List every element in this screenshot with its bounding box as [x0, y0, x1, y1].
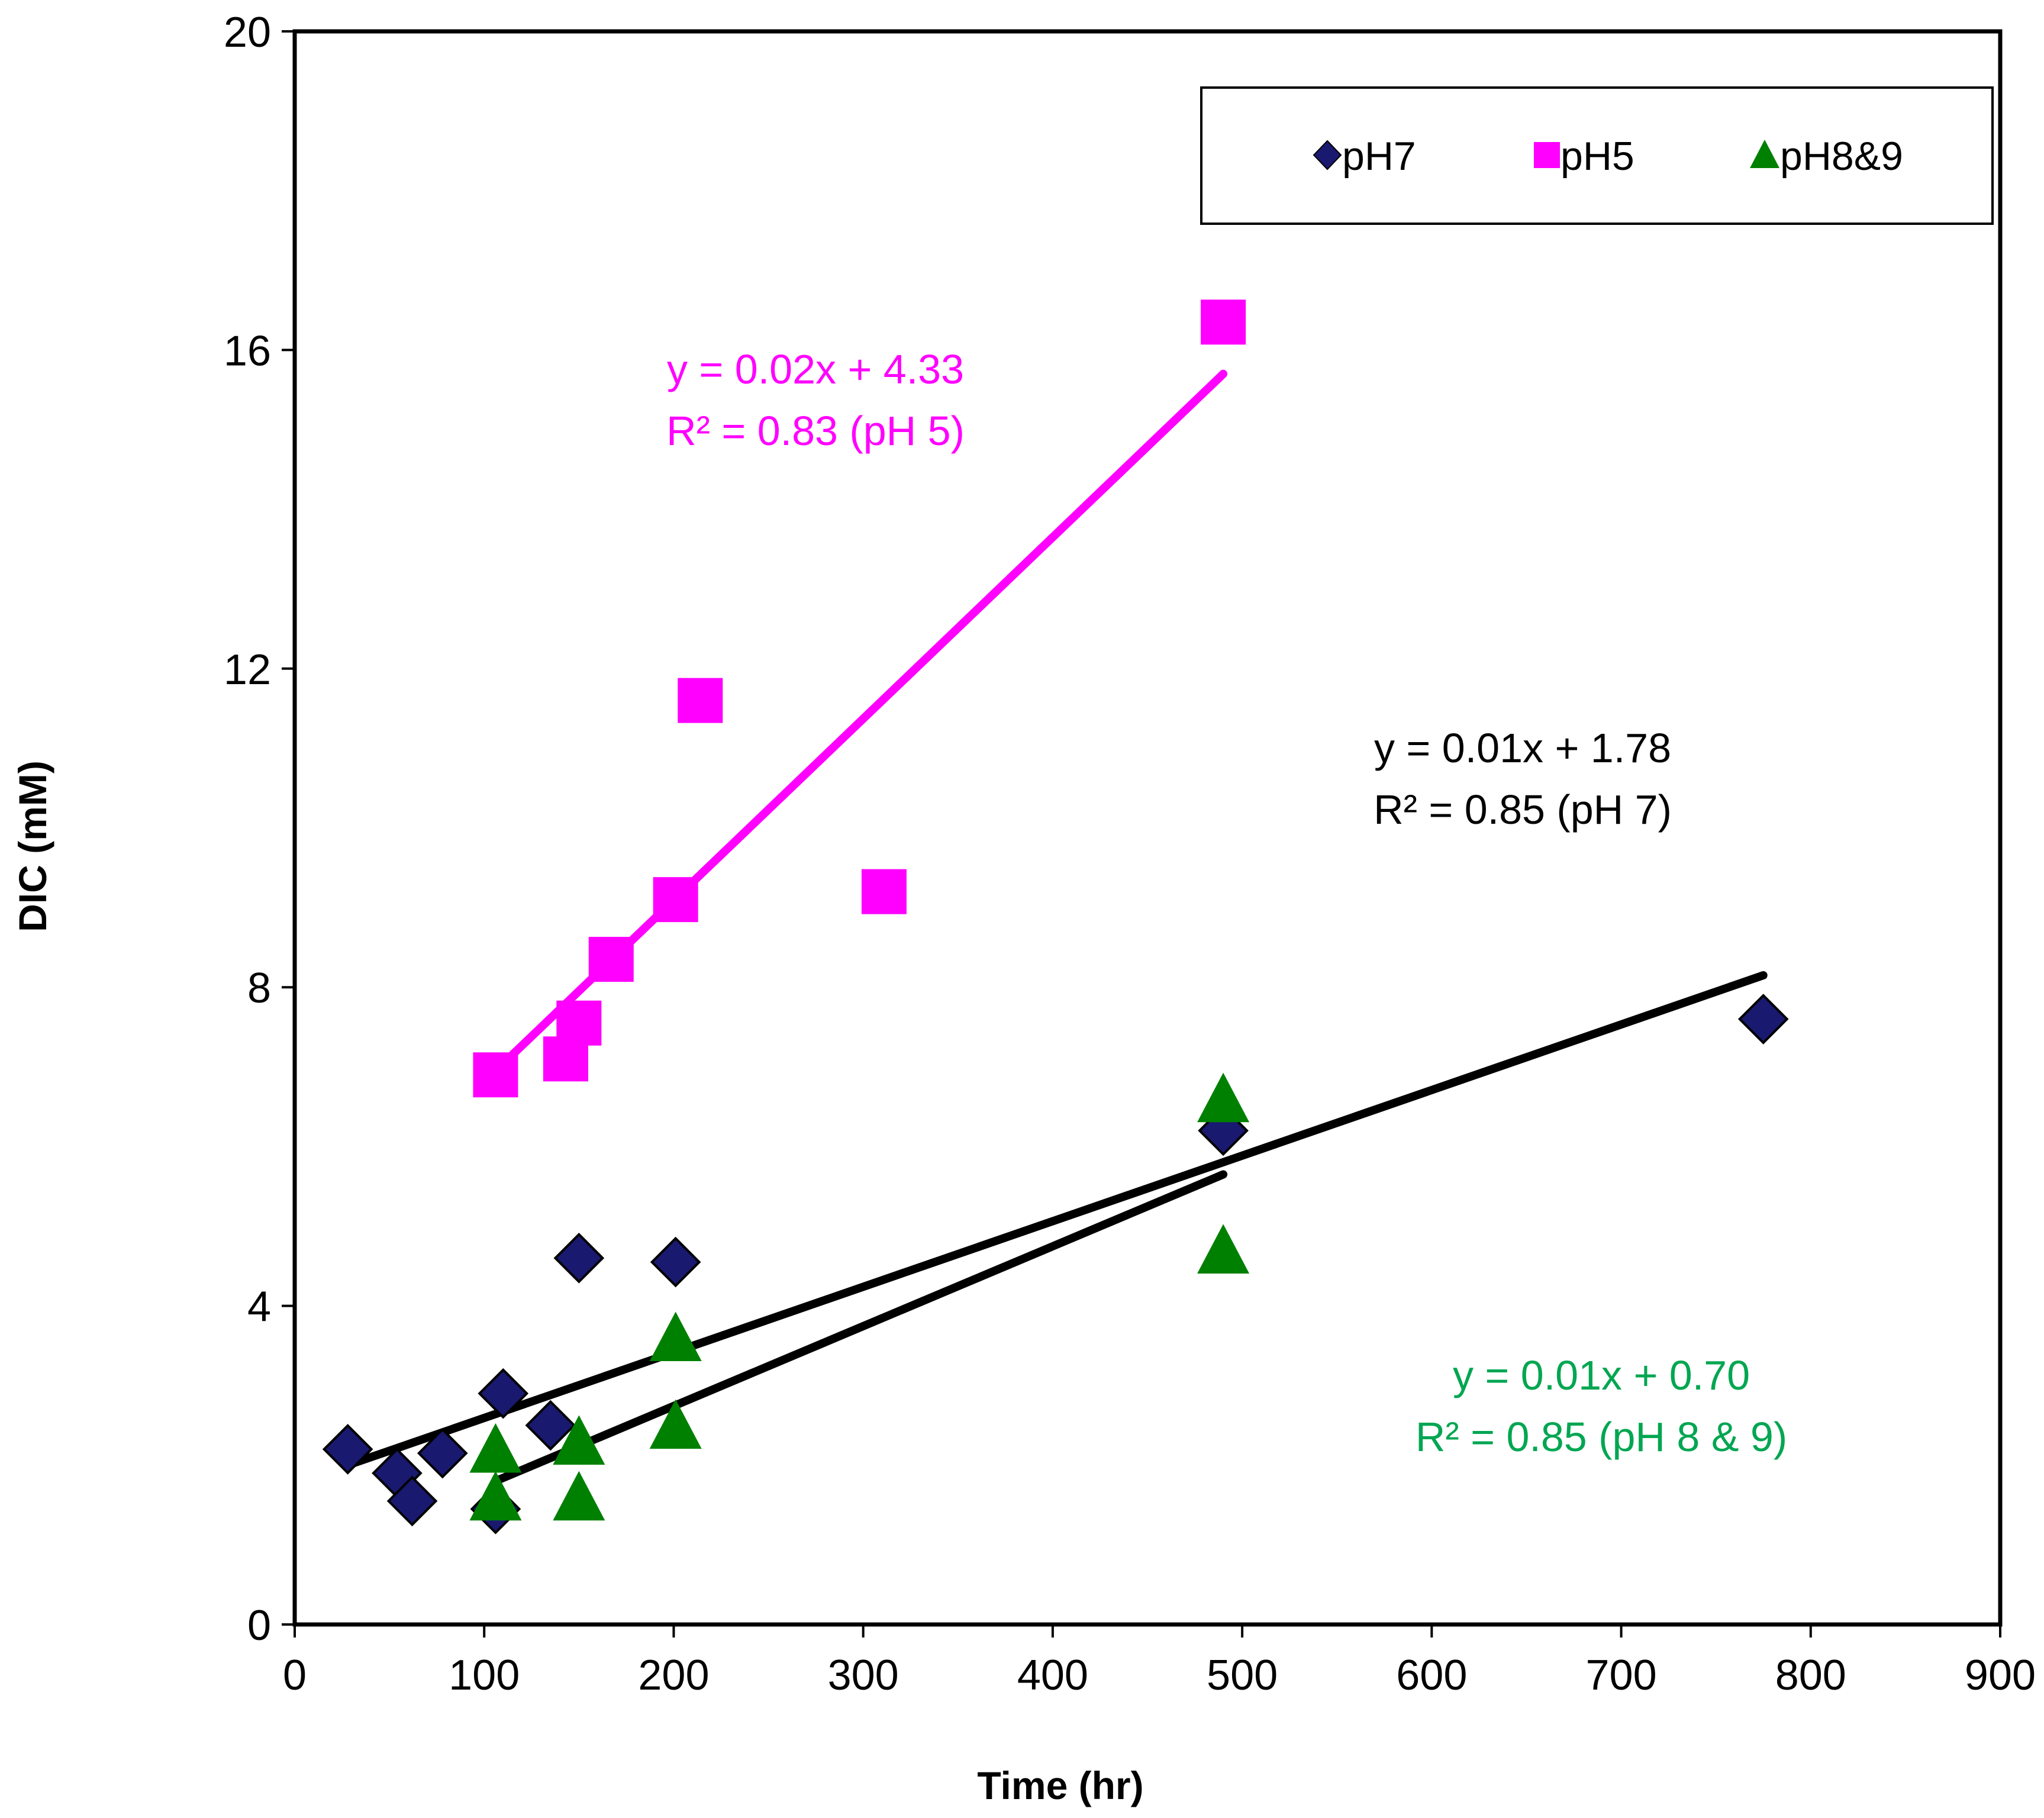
y-tick-label-0: 0	[247, 1602, 271, 1649]
axis-ticks: 0 100 200 300 400 500 600 700 800 900 0 4 8 12 16 20	[224, 9, 2036, 1699]
annotation-ph89-r2: R² = 0.85 (pH 8 & 9)	[1416, 1414, 1787, 1460]
point-series-2-5	[649, 1399, 702, 1449]
y-tick-label-12: 12	[224, 646, 271, 694]
point-series-2-6	[1197, 1072, 1250, 1123]
point-series-2-3	[553, 1471, 605, 1521]
x-tick-label-400: 400	[1017, 1652, 1088, 1699]
annotation-ph7: y = 0.01x + 1.78 R² = 0.85 (pH 7)	[1374, 725, 1672, 833]
point-series-1-2	[556, 1000, 602, 1046]
y-tick-label-20: 20	[224, 9, 271, 56]
plot-area-frame	[292, 29, 2003, 1627]
point-series-0-10	[1737, 994, 1789, 1045]
point-series-1-0	[473, 1052, 518, 1098]
annotation-ph5: y = 0.02x + 4.33 R² = 0.83 (pH 5)	[666, 346, 965, 454]
annotation-ph5-r2: R² = 0.83 (pH 5)	[666, 408, 965, 454]
annotation-ph89: y = 0.01x + 0.70 R² = 0.85 (pH 8 & 9)	[1416, 1352, 1787, 1460]
point-series-0-2	[386, 1475, 438, 1527]
x-tick-label-800: 800	[1775, 1652, 1846, 1699]
point-series-2-0	[469, 1423, 522, 1473]
point-series-0-0	[322, 1424, 373, 1475]
legend-label-ph5: pH5	[1561, 134, 1634, 179]
legend-item-ph7: pH7	[1313, 134, 1416, 179]
x-tick-label-0: 0	[283, 1652, 307, 1699]
y-tick-label-8: 8	[247, 965, 271, 1012]
y-tick-label-4: 4	[247, 1284, 271, 1331]
legend-item-ph89: pH8&9	[1750, 134, 1903, 179]
y-tick-label-16: 16	[224, 327, 271, 375]
point-series-2-7	[1197, 1224, 1250, 1274]
legend-label-ph89: pH8&9	[1780, 134, 1903, 179]
trendline-series-0	[343, 971, 1768, 1469]
x-tick-label-200: 200	[638, 1652, 709, 1699]
annotation-ph5-equation: y = 0.02x + 4.33	[667, 346, 964, 392]
point-series-1-6	[861, 869, 907, 914]
point-series-1-4	[653, 877, 698, 923]
point-series-0-6	[525, 1400, 576, 1451]
legend-marker-ph7	[1313, 140, 1342, 170]
x-tick-label-300: 300	[828, 1652, 899, 1699]
trendline-series-2	[491, 1170, 1228, 1485]
x-tick-label-500: 500	[1207, 1652, 1278, 1699]
point-series-0-7	[553, 1233, 605, 1284]
point-series-1-5	[678, 678, 723, 723]
point-series-0-5	[478, 1368, 529, 1419]
point-series-1-3	[588, 937, 634, 982]
annotation-ph89-equation: y = 0.01x + 0.70	[1453, 1352, 1750, 1398]
legend-label-ph7: pH7	[1342, 134, 1416, 179]
legend-marker-ph5	[1534, 142, 1560, 168]
point-series-0-3	[417, 1427, 468, 1479]
x-tick-label-700: 700	[1585, 1652, 1656, 1699]
x-tick-label-900: 900	[1965, 1652, 2036, 1699]
data-points	[322, 299, 1789, 1535]
x-tick-label-600: 600	[1396, 1652, 1467, 1699]
annotation-ph7-equation: y = 0.01x + 1.78	[1374, 725, 1671, 771]
y-axis-title: DIC (mM)	[11, 760, 54, 932]
point-series-1-7	[1201, 299, 1246, 345]
legend: pH7 pH5 pH8&9	[1200, 86, 1994, 225]
x-axis-title: Time (hr)	[977, 1764, 1143, 1807]
point-series-2-1	[469, 1471, 522, 1521]
legend-item-ph5: pH5	[1534, 134, 1634, 179]
point-series-2-2	[553, 1415, 605, 1465]
annotation-ph7-r2: R² = 0.85 (pH 7)	[1374, 786, 1672, 833]
point-series-0-8	[650, 1236, 701, 1288]
legend-marker-ph89	[1750, 140, 1779, 168]
point-series-2-4	[649, 1311, 702, 1362]
x-tick-label-100: 100	[449, 1652, 520, 1699]
